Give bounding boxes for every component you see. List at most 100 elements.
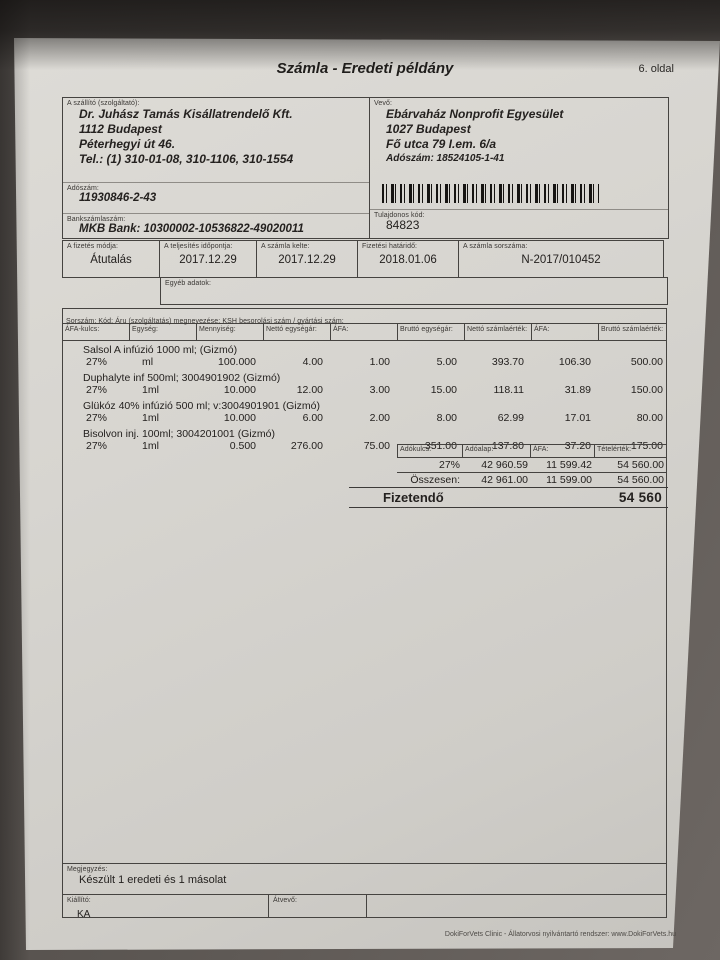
summary-row: 27% 42 960.59 11 599.42 54 560.00 — [397, 458, 667, 473]
buyer-tax-line: Adószám: 18524105-1-41 — [386, 153, 505, 164]
signature-row: Kiállító: KA Átvevő: — [63, 894, 666, 920]
item-gross-unit-price: 8.00 — [436, 412, 457, 424]
buyer-section: Vevő: Ebárvaház Nonprofit Egyesület 1027… — [370, 98, 668, 238]
invoice-number-cell: A számla sorszáma: N-2017/010452 — [458, 240, 664, 278]
item-vat-rate: 27% — [85, 412, 107, 424]
item-row: Duphalyte inf 500ml; 3004901902 (Gizmó) … — [63, 372, 666, 397]
summary-total-value: 54 560.00 — [617, 474, 664, 486]
due-date-label: Fizetési határidő: — [362, 243, 418, 250]
col-header-gross-value: Bruttó számlaérték: — [601, 326, 664, 333]
col-header-vat: ÁFA: — [331, 324, 398, 340]
page-number: 6. oldal — [638, 63, 674, 75]
due-date-value: 2018.01.06 — [379, 254, 437, 266]
summary-table: Adókulcs: Adóalap: ÁFA: Tételérték: 27% … — [397, 444, 667, 488]
item-name: Glükóz 40% infúzió 500 ml; v:3004901901 … — [83, 400, 320, 412]
fulfillment-date-cell: A teljesítés időpontja: 2017.12.29 — [159, 240, 257, 278]
seller-phone: Tel.: (1) 310-01-08, 310-1106, 310-1554 — [79, 152, 294, 166]
seller-bank-label: Bankszámlaszám: — [67, 216, 126, 223]
item-vat: 3.00 — [369, 384, 390, 396]
summary-col-item-value: Tételérték: — [594, 444, 667, 458]
receiver-cell: Átvevő: — [269, 895, 367, 917]
seller-city: 1112 Budapest — [79, 122, 162, 136]
summary-vat-rate: 27% — [438, 459, 460, 471]
summary-total-tax-base: 42 961.00 — [481, 474, 528, 486]
item-quantity: 0.500 — [229, 440, 256, 452]
seller-tax-label: Adószám: — [67, 185, 99, 193]
summary-col-tax-base: Adóalap: — [462, 444, 531, 458]
parties-section: A szállító (szolgáltató): Dr. Juhász Tam… — [62, 97, 669, 239]
issuer-cell: Kiállító: KA — [63, 895, 269, 920]
item-gross-value: 500.00 — [630, 356, 663, 368]
payment-section: A fizetés módja: Átutalás A teljesítés i… — [62, 240, 664, 278]
item-gross-unit-price: 5.00 — [436, 356, 457, 368]
seller-street: Péterhegyi út 46. — [79, 137, 176, 151]
owner-code-value: 84823 — [386, 218, 420, 232]
item-unit: ml — [142, 356, 154, 368]
col-header-quantity: Mennyiség: — [197, 324, 264, 340]
buyer-label: Vevő: — [374, 100, 393, 107]
invoice-date-cell: A számla kelte: 2017.12.29 — [256, 240, 358, 278]
items-header-row: ÁFA-kulcs: Egység: Mennyiség: Nettó egys… — [63, 324, 666, 341]
item-gross-unit-price: 15.00 — [430, 384, 457, 396]
item-net-value: 118.11 — [493, 384, 524, 396]
item-vat: 2.00 — [369, 412, 390, 424]
summary-total-label: Összesen: — [410, 474, 460, 486]
item-vat-value: 106.30 — [558, 356, 591, 368]
seller-label: A szállító (szolgáltató): — [67, 100, 140, 107]
item-vat: 1.00 — [369, 356, 390, 368]
col-header-gross-unit-price: Bruttó egységár: — [398, 324, 465, 340]
invoice-title: Számla - Eredeti példány — [276, 60, 454, 77]
seller-tax-number: 11930846-2-43 — [79, 192, 157, 205]
invoice-date-label: A számla kelte: — [261, 243, 310, 250]
items-table: Sorszám; Kód; Áru (szolgáltatás) megneve… — [62, 308, 668, 920]
fulfillment-date-label: A teljesítés időpontja: — [164, 243, 233, 250]
item-net-value: 62.99 — [497, 412, 524, 424]
issuer-value: KA — [77, 909, 91, 920]
summary-vat: 11 599.42 — [546, 459, 592, 471]
payable-label: Fizetendő — [383, 490, 444, 505]
payment-method-value: Átutalás — [90, 254, 132, 266]
item-unit: 1ml — [142, 412, 159, 424]
other-data-label: Egyéb adatok: — [165, 280, 212, 287]
fulfillment-date-value: 2017.12.29 — [179, 254, 237, 266]
items-caption-row: Sorszám; Kód; Áru (szolgáltatás) megneve… — [63, 309, 666, 325]
item-name: Salsol A infúzió 1000 ml; (Gizmó) — [83, 344, 238, 356]
col-header-vat-rate: ÁFA-kulcs: — [63, 324, 130, 340]
payment-method-cell: A fizetés módja: Átutalás — [62, 240, 160, 278]
invoice-number-label: A számla sorszáma: — [463, 243, 528, 250]
notes-label: Megjegyzés: — [67, 866, 108, 873]
item-vat-rate: 27% — [85, 356, 107, 368]
item-net-unit-price: 276.00 — [290, 440, 323, 452]
item-vat-rate: 27% — [85, 440, 107, 452]
issuer-label: Kiállító: — [67, 897, 91, 904]
col-header-net-value: Nettó számlaérték: — [465, 324, 532, 340]
item-net-value: 393.70 — [491, 356, 524, 368]
payment-method-label: A fizetés módja: — [67, 243, 119, 250]
item-quantity: 10.000 — [223, 412, 256, 424]
item-gross-value: 150.00 — [630, 384, 663, 396]
item-vat-rate: 27% — [85, 384, 107, 396]
invoice-number-value: N-2017/010452 — [521, 254, 601, 266]
summary-col-vat-rate: Adókulcs: — [397, 444, 463, 458]
item-vat-value: 17.01 — [564, 412, 591, 424]
item-net-unit-price: 4.00 — [302, 356, 323, 368]
barcode-icon — [382, 184, 599, 203]
seller-bank-account: MKB Bank: 10300002-10536822-49020011 — [79, 223, 304, 235]
footer-text: DokiForVets Clinic - Állatorvosi nyilván… — [444, 931, 676, 938]
due-date-cell: Fizetési határidő: 2018.01.06 — [357, 240, 459, 278]
item-vat-value: 31.89 — [564, 384, 591, 396]
invoice-date-value: 2017.12.29 — [278, 254, 336, 266]
payable-row: Fizetendő 54 560 — [349, 487, 668, 508]
item-unit: 1ml — [142, 440, 159, 452]
col-header-net-unit-price: Nettó egységár: — [264, 324, 331, 340]
summary-total-row: Összesen: 42 961.00 11 599.00 54 560.00 — [397, 473, 667, 488]
item-name: Duphalyte inf 500ml; 3004901902 (Gizmó) — [83, 372, 281, 384]
item-quantity: 100.000 — [218, 356, 256, 368]
summary-tax-base: 42 960.59 — [481, 459, 528, 471]
payable-value: 54 560 — [618, 490, 662, 505]
buyer-city: 1027 Budapest — [386, 122, 471, 136]
receiver-label: Átvevő: — [273, 897, 298, 904]
item-name: Bisolvon inj. 100ml; 3004201001 (Gizmó) — [83, 428, 276, 440]
col-header-vat-value: ÁFA: — [532, 324, 599, 340]
item-row: Glükóz 40% infúzió 500 ml; v:3004901901 … — [63, 400, 666, 425]
